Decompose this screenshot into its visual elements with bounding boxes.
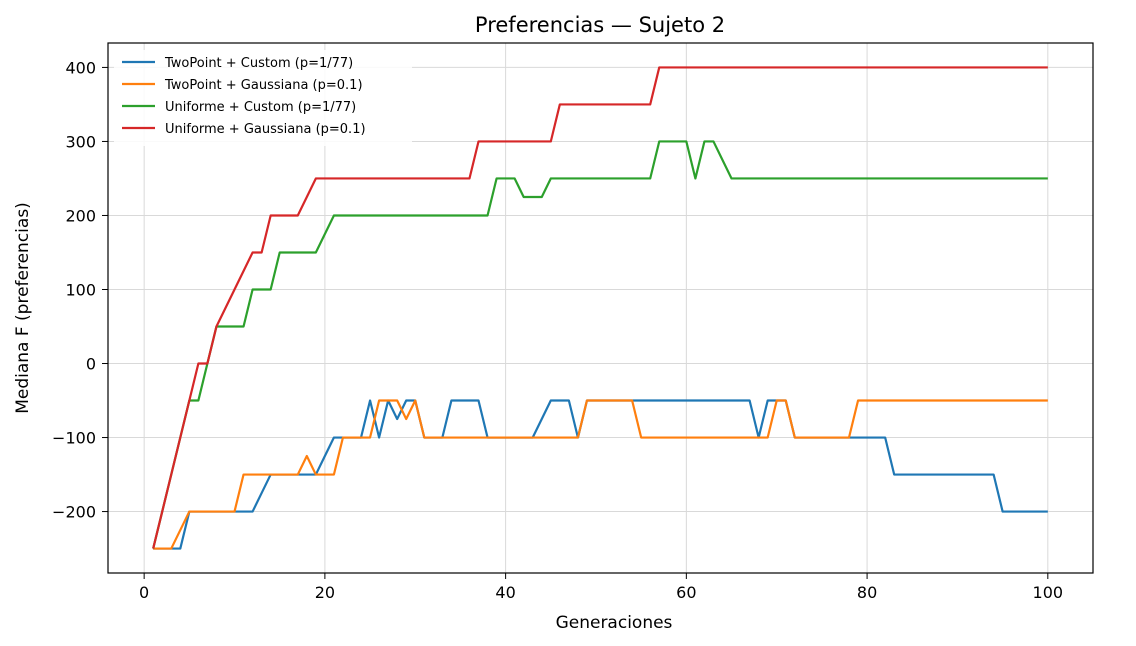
y-tick-label: −200 <box>52 503 96 522</box>
plot-frame <box>107 42 1094 574</box>
legend-label-1: TwoPoint + Custom (p=1/77) <box>164 56 353 71</box>
legend: TwoPoint + Custom (p=1/77) TwoPoint + Gau… <box>114 50 412 146</box>
x-tick-label: 80 <box>857 583 877 602</box>
axis-ticks: 0 20 40 60 80 100 −200 −100 0 100 200 300 400 <box>52 58 1063 602</box>
y-tick-label: 200 <box>65 206 96 225</box>
chart-title: Preferencias — Sujeto 2 <box>475 13 725 37</box>
y-tick-label: 0 <box>86 355 96 374</box>
series-line-4 <box>152 66 1048 549</box>
y-tick-label: 300 <box>65 132 96 151</box>
y-tick-label: 100 <box>65 280 96 299</box>
x-tick-label: 0 <box>139 583 149 602</box>
x-tick-label: 20 <box>315 583 335 602</box>
x-tick-label: 60 <box>676 583 696 602</box>
legend-label-3: Uniforme + Custom (p=1/77) <box>165 100 356 115</box>
x-tick-label: 40 <box>495 583 515 602</box>
series-line-2 <box>153 399 1048 550</box>
x-axis-label: Generaciones <box>556 613 673 633</box>
grid-lines <box>108 43 1093 573</box>
y-tick-label: −100 <box>52 429 96 448</box>
legend-box <box>114 50 412 146</box>
legend-label-4: Uniforme + Gaussiana (p=0.1) <box>165 122 366 137</box>
series-line-3 <box>152 140 1048 549</box>
y-axis-label: Mediana F (preferencias) <box>13 202 33 414</box>
y-tick-label: 400 <box>65 58 96 77</box>
x-tick-label: 100 <box>1033 583 1064 602</box>
legend-label-2: TwoPoint + Gaussiana (p=0.1) <box>164 78 363 93</box>
series-lines <box>152 66 1048 550</box>
